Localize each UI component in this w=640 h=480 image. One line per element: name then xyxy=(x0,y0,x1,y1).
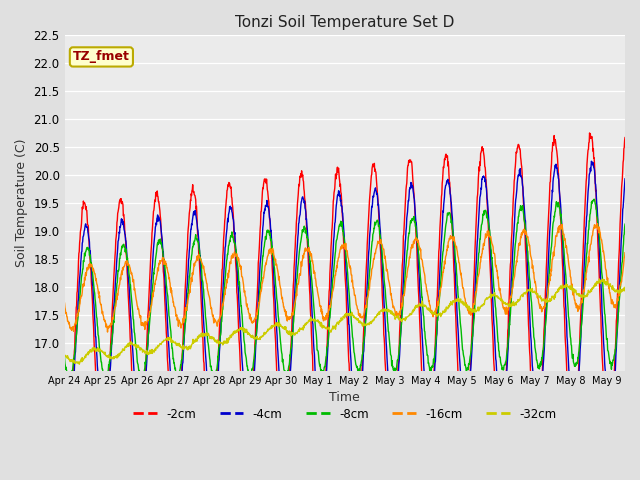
-16cm xyxy=(485,230,493,236)
-2cm xyxy=(134,452,142,458)
-4cm xyxy=(223,229,230,235)
-4cm xyxy=(547,207,555,213)
-4cm xyxy=(100,423,108,429)
-32cm xyxy=(274,320,282,325)
Title: Tonzi Soil Temperature Set D: Tonzi Soil Temperature Set D xyxy=(235,15,454,30)
-16cm xyxy=(104,329,111,335)
-32cm xyxy=(547,298,555,303)
-4cm xyxy=(162,287,170,292)
-16cm xyxy=(223,277,230,283)
-16cm xyxy=(61,300,68,306)
-16cm xyxy=(274,266,282,272)
-4cm xyxy=(172,420,180,426)
-8cm xyxy=(172,372,180,377)
-2cm xyxy=(621,135,629,141)
Line: -32cm: -32cm xyxy=(65,279,625,364)
-32cm xyxy=(162,336,170,342)
Line: -2cm: -2cm xyxy=(65,133,625,455)
-8cm xyxy=(485,225,493,230)
-32cm xyxy=(485,295,493,300)
-2cm xyxy=(485,239,493,245)
-4cm xyxy=(621,176,629,182)
-4cm xyxy=(61,406,68,412)
-32cm xyxy=(621,285,629,290)
-32cm xyxy=(76,361,83,367)
-8cm xyxy=(66,378,74,384)
-2cm xyxy=(162,314,170,320)
-32cm xyxy=(596,276,604,282)
-2cm xyxy=(547,166,555,171)
-8cm xyxy=(621,221,629,227)
Line: -4cm: -4cm xyxy=(65,161,625,426)
Line: -8cm: -8cm xyxy=(65,199,625,381)
Text: TZ_fmet: TZ_fmet xyxy=(73,50,130,63)
-16cm xyxy=(547,266,555,272)
-4cm xyxy=(588,158,595,164)
-4cm xyxy=(485,221,493,227)
-16cm xyxy=(172,313,180,319)
-16cm xyxy=(162,258,170,264)
-8cm xyxy=(547,246,555,252)
-4cm xyxy=(274,344,282,350)
-2cm xyxy=(61,439,68,445)
-32cm xyxy=(172,341,180,347)
X-axis label: Time: Time xyxy=(330,391,360,404)
Legend: -2cm, -4cm, -8cm, -16cm, -32cm: -2cm, -4cm, -8cm, -16cm, -32cm xyxy=(129,403,561,425)
-2cm xyxy=(586,130,593,136)
-8cm xyxy=(223,258,230,264)
-16cm xyxy=(594,221,602,227)
-2cm xyxy=(274,381,282,387)
-32cm xyxy=(61,353,68,359)
-8cm xyxy=(274,301,282,307)
-2cm xyxy=(172,440,180,446)
-8cm xyxy=(162,271,170,276)
-8cm xyxy=(590,196,598,202)
Line: -16cm: -16cm xyxy=(65,224,625,332)
Y-axis label: Soil Temperature (C): Soil Temperature (C) xyxy=(15,139,28,267)
-16cm xyxy=(621,250,629,255)
-32cm xyxy=(223,340,230,346)
-8cm xyxy=(61,355,68,360)
-2cm xyxy=(223,194,230,200)
